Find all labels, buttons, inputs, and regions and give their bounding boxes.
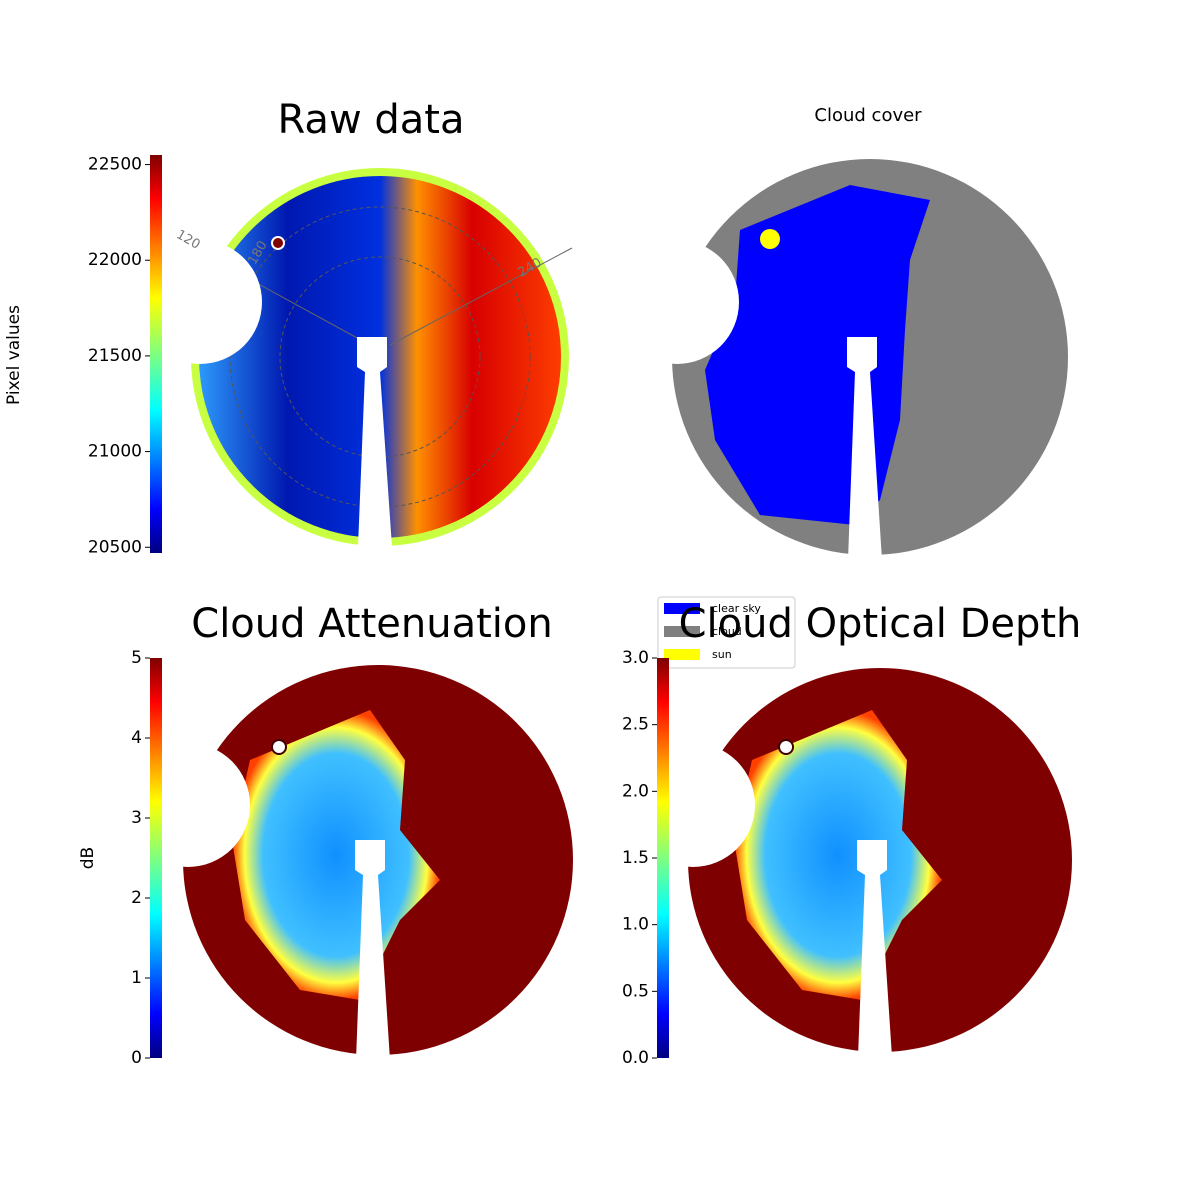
legend-label: cloud xyxy=(712,625,742,638)
obstruction xyxy=(138,240,262,364)
legend-swatch xyxy=(664,626,700,637)
colorbar-tick-label: 22000 xyxy=(88,250,142,270)
colorbar-tick-label: 2 xyxy=(131,888,142,908)
legend-swatch xyxy=(664,649,700,660)
sky-image xyxy=(138,168,573,547)
colorbar-label: dB xyxy=(78,847,98,869)
colorbar-tick-label: 1 xyxy=(131,968,142,988)
sky-image xyxy=(126,665,573,1060)
low-value-region xyxy=(232,710,440,1000)
colorbar-tick-label: 0.0 xyxy=(622,1048,649,1068)
colorbar-label: Pixel values xyxy=(4,305,24,405)
panel-title: Raw data xyxy=(278,97,465,143)
colorbar-tick-label: 3 xyxy=(131,808,142,828)
legend-swatch xyxy=(664,603,700,614)
obstruction xyxy=(126,743,250,867)
colorbar-tick-label: 21000 xyxy=(88,442,142,462)
sky-image xyxy=(615,159,1068,560)
colorbar-tick-label: 1.0 xyxy=(622,915,649,935)
sun xyxy=(760,229,780,249)
colorbar-tick-label: 2.5 xyxy=(622,715,649,735)
colorbar-tick-label: 2.0 xyxy=(622,781,649,801)
legend-label: sun xyxy=(712,648,732,661)
low-value-region xyxy=(734,710,942,1000)
sun xyxy=(271,739,287,755)
legend-label: clear sky xyxy=(712,602,761,615)
colorbar-tick-label: 4 xyxy=(131,728,142,748)
colorbar-tick-label: 3.0 xyxy=(622,648,649,668)
mast xyxy=(847,337,882,560)
mast xyxy=(357,337,392,547)
obstruction xyxy=(631,743,755,867)
colorbar xyxy=(150,658,162,1058)
colorbar-tick-label: 22500 xyxy=(88,155,142,175)
colorbar xyxy=(657,658,669,1058)
colorbar-tick-label: 5 xyxy=(131,648,142,668)
colorbar-tick-label: 20500 xyxy=(88,537,142,557)
mast xyxy=(857,840,892,1057)
panel-title: Cloud Attenuation xyxy=(191,601,552,647)
azimuth-line xyxy=(389,247,573,346)
sky-image xyxy=(631,668,1072,1057)
dashed-ring xyxy=(229,206,531,508)
colorbar-tick-label: 0.5 xyxy=(622,981,649,1001)
panel-title: Cloud Optical Depth xyxy=(679,601,1082,647)
mast xyxy=(355,840,390,1060)
sun xyxy=(778,739,795,755)
panel-title: Cloud cover xyxy=(814,105,922,126)
sun xyxy=(271,236,285,250)
colorbar-tick-label: 0 xyxy=(131,1048,142,1068)
obstruction xyxy=(615,240,739,364)
colorbar-tick-label: 1.5 xyxy=(622,848,649,868)
colorbar-tick-label: 21500 xyxy=(88,346,142,366)
colorbar xyxy=(150,155,162,553)
